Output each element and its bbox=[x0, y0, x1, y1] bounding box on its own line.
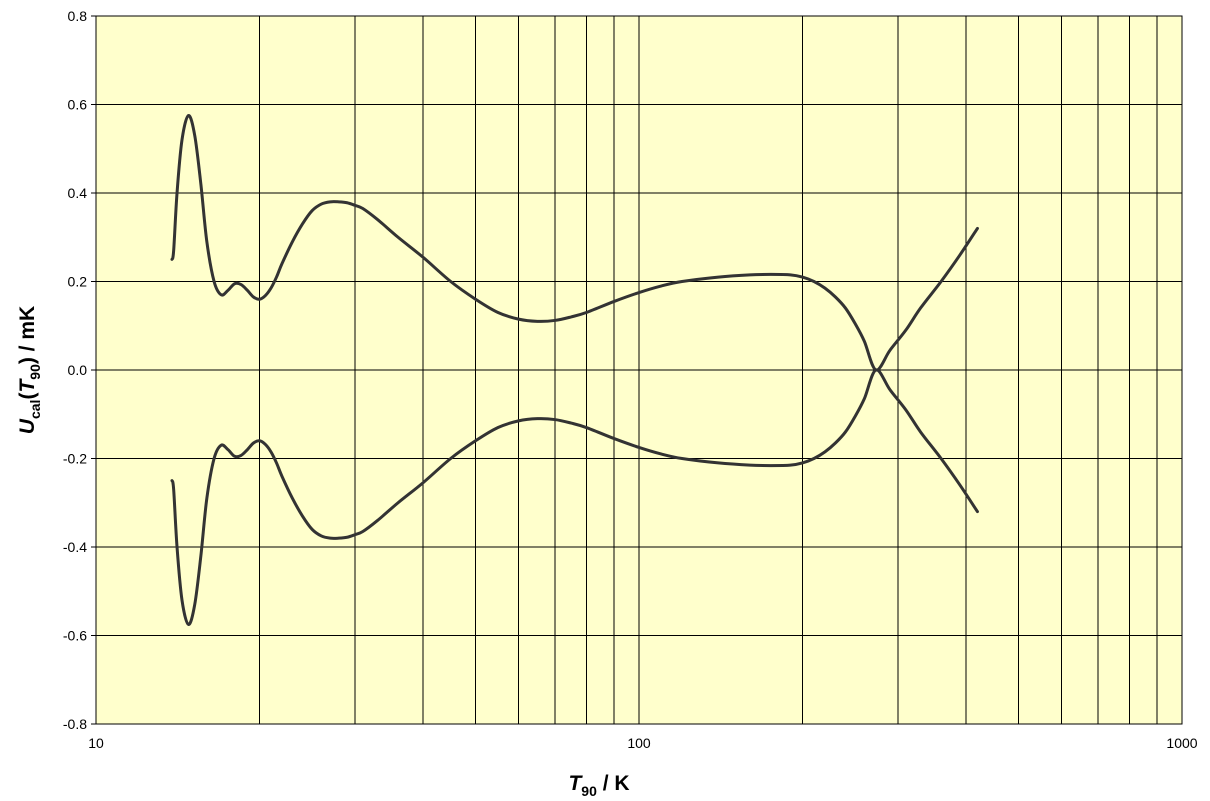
y-axis-tick-labels: 0.8 0.6 0.4 0.2 0.0 -0.2 -0.4 -0.6 -0.8 bbox=[63, 8, 87, 732]
y-label-argument: T bbox=[16, 378, 39, 393]
y-label-argument-subscript: 90 bbox=[27, 364, 43, 380]
y-tick-label: 0.8 bbox=[68, 8, 88, 24]
y-label-unit: ) / mK bbox=[16, 306, 39, 364]
y-tick-label: 0.4 bbox=[68, 185, 88, 201]
y-tick-label: 0.2 bbox=[68, 274, 88, 290]
y-tick-label: 0.0 bbox=[68, 362, 88, 378]
x-axis-label: T90 / K bbox=[568, 772, 629, 799]
x-label-symbol: T bbox=[568, 772, 583, 795]
y-label-subscript: cal bbox=[27, 400, 43, 419]
plot-frame bbox=[95, 15, 1183, 725]
x-label-subscript: 90 bbox=[581, 783, 597, 799]
series-line-lower bbox=[170, 368, 979, 626]
series-line-upper bbox=[170, 114, 979, 372]
x-label-unit: / K bbox=[597, 772, 630, 795]
x-tick-label: 100 bbox=[627, 735, 651, 751]
x-tick-label: 10 bbox=[88, 735, 104, 751]
series-group bbox=[170, 114, 979, 626]
y-axis-label: Ucal(T90) / mK bbox=[16, 306, 43, 434]
x-tick-label: 1000 bbox=[1166, 735, 1197, 751]
y-tick-label: -0.8 bbox=[63, 716, 87, 732]
y-tick-label: -0.4 bbox=[63, 539, 87, 555]
y-tick-label: -0.6 bbox=[63, 628, 87, 644]
y-label-symbol: U bbox=[16, 418, 39, 434]
y-label-open-paren: ( bbox=[16, 393, 39, 400]
y-tick-label: -0.2 bbox=[63, 451, 87, 467]
y-tick-label: 0.6 bbox=[68, 97, 88, 113]
x-axis-tick-labels: 10 100 1000 bbox=[88, 735, 1198, 751]
